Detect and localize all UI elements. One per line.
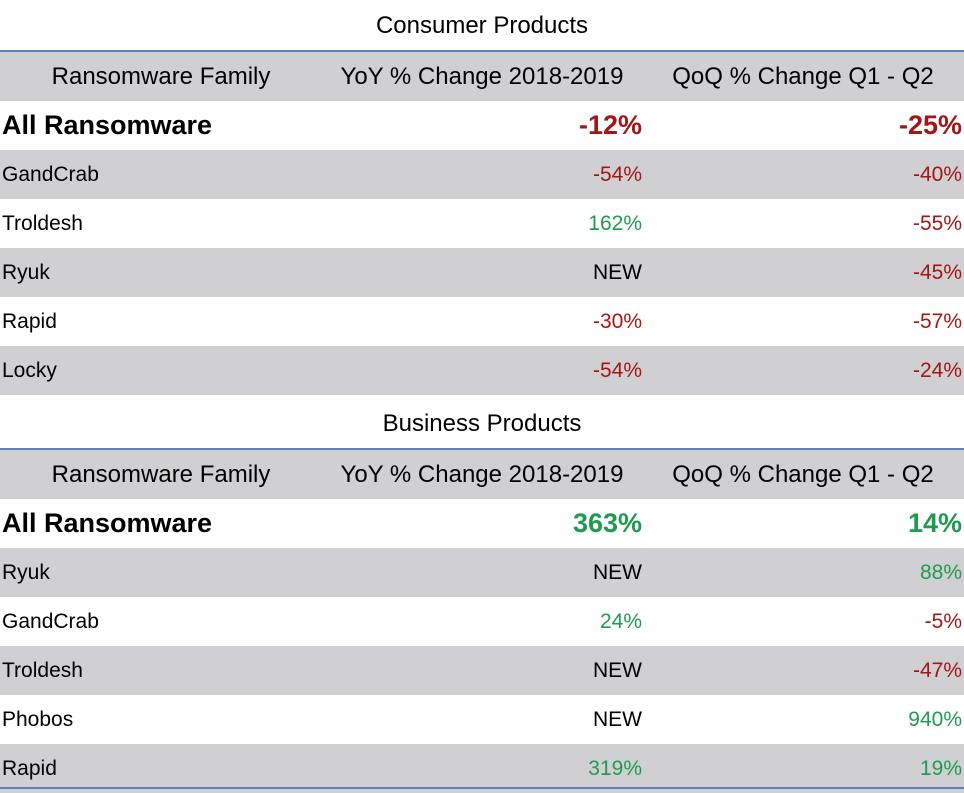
table-row: Troldesh 162% -55% <box>0 199 964 248</box>
yoy-value: 162% <box>588 212 642 235</box>
header-qoq: QoQ % Change Q1 - Q2 <box>672 461 934 488</box>
header-family: Ransomware Family <box>51 63 271 90</box>
family-name: Rapid <box>2 757 57 780</box>
yoy-value: -54% <box>592 163 642 186</box>
yoy-value: NEW <box>593 659 642 682</box>
all-ransomware-label: All Ransomware <box>2 508 213 538</box>
yoy-value: NEW <box>593 561 642 584</box>
family-name: Ryuk <box>2 261 50 284</box>
table-row: GandCrab 24% -5% <box>0 597 964 646</box>
table-row: Rapid -30% -57% <box>0 297 964 346</box>
consumer-section-title: Consumer Products <box>375 12 589 39</box>
consumer-all-row: All Ransomware -12% -25% <box>0 101 964 150</box>
all-qoq-value: -25% <box>898 110 962 140</box>
business-section-title: Business Products <box>382 410 582 437</box>
qoq-value: 88% <box>919 561 962 584</box>
qoq-value: -57% <box>912 310 962 333</box>
consumer-table: Ransomware Family YoY % Change 2018-2019… <box>0 50 964 395</box>
business-table: Ransomware Family YoY % Change 2018-2019… <box>0 448 964 793</box>
all-yoy-value: 363% <box>572 508 642 538</box>
qoq-value: -40% <box>912 163 962 186</box>
all-qoq-value: 14% <box>907 508 962 538</box>
table-row: Troldesh NEW -47% <box>0 646 964 695</box>
family-name: Locky <box>2 359 57 382</box>
table-row: Phobos NEW 940% <box>0 695 964 744</box>
family-name: Troldesh <box>2 659 83 682</box>
qoq-value: 19% <box>919 757 962 780</box>
yoy-value: -54% <box>592 359 642 382</box>
all-ransomware-label: All Ransomware <box>2 110 213 140</box>
header-yoy: YoY % Change 2018-2019 <box>340 63 624 90</box>
yoy-value: NEW <box>593 708 642 731</box>
table-row: Rapid 319% 19% <box>0 744 964 793</box>
qoq-value: -47% <box>912 659 962 682</box>
qoq-value: -5% <box>924 610 962 633</box>
header-qoq: QoQ % Change Q1 - Q2 <box>672 63 934 90</box>
table-row: Ryuk NEW -45% <box>0 248 964 297</box>
family-name: Rapid <box>2 310 57 333</box>
family-name: GandCrab <box>2 610 99 633</box>
table-row: Ryuk NEW 88% <box>0 548 964 597</box>
yoy-value: 319% <box>588 757 642 780</box>
table-row: Locky -54% -24% <box>0 346 964 395</box>
yoy-value: -30% <box>592 310 642 333</box>
business-header-row: Ransomware Family YoY % Change 2018-2019… <box>0 450 964 499</box>
qoq-value: -45% <box>912 261 962 284</box>
consumer-section: Consumer Products Ransomware Family YoY … <box>0 0 964 395</box>
qoq-value: -24% <box>912 359 962 382</box>
business-all-row: All Ransomware 363% 14% <box>0 499 964 548</box>
family-name: Troldesh <box>2 212 83 235</box>
yoy-value: NEW <box>593 261 642 284</box>
bottom-rule <box>0 787 964 789</box>
qoq-value: -55% <box>912 212 962 235</box>
yoy-value: 24% <box>599 610 642 633</box>
all-yoy-value: -12% <box>578 110 642 140</box>
consumer-header-row: Ransomware Family YoY % Change 2018-2019… <box>0 52 964 101</box>
header-yoy: YoY % Change 2018-2019 <box>340 461 624 488</box>
family-name: Ryuk <box>2 561 50 584</box>
family-name: Phobos <box>2 708 74 731</box>
table-row: GandCrab -54% -40% <box>0 150 964 199</box>
business-section: Business Products Ransomware Family YoY … <box>0 398 964 793</box>
qoq-value: 940% <box>908 708 962 731</box>
header-family: Ransomware Family <box>51 461 271 488</box>
family-name: GandCrab <box>2 163 99 186</box>
